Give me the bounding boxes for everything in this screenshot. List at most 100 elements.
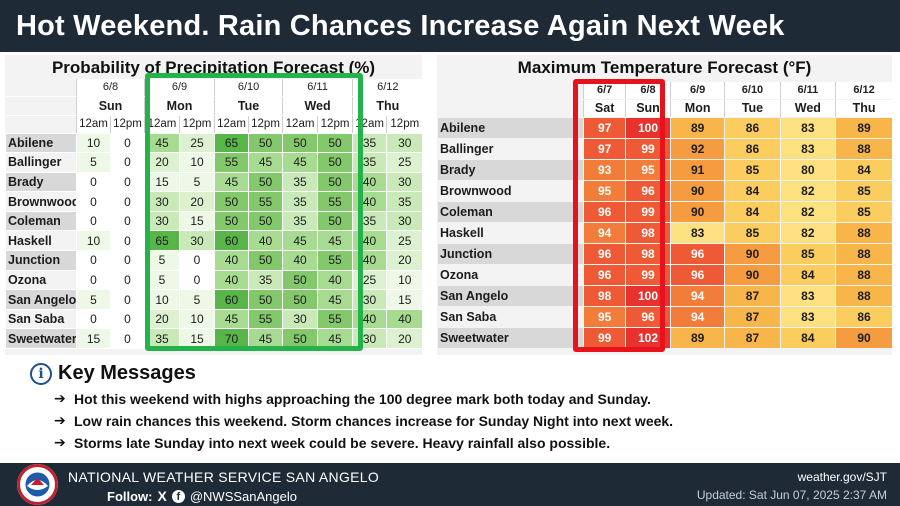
date-header: 6/8: [75, 79, 145, 97]
pop-value: 15: [179, 211, 215, 232]
temp-value: 98: [583, 285, 626, 307]
pop-value: 25: [386, 230, 422, 252]
pop-value: 50: [282, 133, 318, 154]
popf-title: Probability of Precipitation Forecast (%…: [51, 58, 376, 77]
city-name: Brady: [437, 159, 584, 181]
city-name: Ballinger: [437, 138, 584, 160]
temp-value: 86: [724, 117, 781, 139]
pop-value: 15: [179, 328, 215, 350]
temp-value: 87: [724, 306, 781, 328]
website-link[interactable]: weather.gov/SJT: [797, 470, 887, 484]
pop-value: 5: [76, 152, 111, 173]
header-blank: [437, 99, 584, 118]
city-name: San Saba: [5, 309, 77, 330]
pop-value: 50: [214, 191, 249, 212]
pop-value: 30: [144, 191, 180, 212]
pop-value: 50: [248, 133, 283, 154]
city-name: Abilene: [5, 133, 77, 154]
pop-value: 40: [352, 309, 387, 330]
footer-org-name: NATIONAL WEATHER SERVICE SAN ANGELO: [68, 469, 380, 485]
pop-value: 50: [317, 152, 353, 173]
temp-value: 94: [669, 306, 725, 328]
updated-timestamp: Updated: Sat Jun 07, 2025 2:37 AM: [696, 488, 887, 502]
temp-value: 88: [835, 264, 892, 286]
pop-value: 45: [214, 172, 249, 193]
pop-value: 5: [76, 289, 111, 310]
table-row: Sweetwater 99 102 89 87 84 90: [437, 327, 892, 349]
pop-value: 60: [214, 289, 249, 310]
key-message-item: ➔ Hot this weekend with highs approachin…: [54, 390, 890, 407]
temp-value: 95: [583, 306, 626, 328]
temp-value: 91: [669, 159, 725, 181]
table-row: Haskell 10 0 65 30 60 40 45 45 40 25: [5, 230, 422, 252]
pop-value: 40: [214, 250, 249, 271]
table-row: Junction 0 0 5 0 40 50 40 55 40 20: [5, 250, 422, 271]
day-header: Wed: [779, 99, 836, 118]
pop-value: 35: [144, 328, 180, 350]
city-name: Coleman: [5, 211, 77, 232]
key-message-text: Low rain chances this weekend. Storm cha…: [74, 412, 674, 429]
pop-value: 30: [352, 328, 387, 350]
temp-value: 97: [583, 138, 626, 160]
date-header: 6/9: [144, 79, 215, 97]
pop-value: 30: [352, 289, 387, 310]
pop-value: 55: [248, 309, 283, 330]
city-name: Abilene: [437, 117, 584, 139]
temp-value: 100: [625, 117, 671, 139]
table-row: Ozona 0 0 5 0 40 35 50 40 25 10: [5, 270, 422, 291]
pop-value: 10: [386, 270, 422, 291]
pop-value: 50: [214, 211, 249, 232]
key-messages: i Key Messages ➔ Hot this weekend with h…: [30, 362, 890, 451]
pop-value: 0: [109, 250, 145, 271]
city-name: Coleman: [437, 201, 584, 223]
pop-value: 0: [76, 211, 111, 232]
day-header: Mon: [144, 96, 215, 116]
pop-value: 5: [144, 270, 180, 291]
pop-value: 50: [282, 270, 318, 291]
pop-value: 35: [248, 270, 283, 291]
arrow-right-icon: ➔: [54, 412, 66, 428]
time-header: 12pm: [248, 115, 283, 134]
time-header: 12pm: [179, 115, 215, 134]
pop-value: 40: [352, 172, 387, 193]
pop-value: 20: [144, 152, 180, 173]
pop-value: 0: [179, 250, 215, 271]
city-name: San Saba: [437, 306, 584, 328]
pop-value: 5: [179, 289, 215, 310]
city-name: Haskell: [437, 222, 584, 244]
temp-value: 83: [779, 306, 836, 328]
temp-value: 90: [835, 327, 892, 349]
pop-value: 5: [144, 250, 180, 271]
temp-value: 88: [835, 285, 892, 307]
pop-value: 0: [109, 328, 145, 350]
facebook-icon[interactable]: f: [171, 489, 185, 503]
temp-value: 93: [583, 159, 626, 181]
temp-value: 84: [835, 159, 892, 181]
day-header: Thu: [352, 96, 422, 116]
temp-value: 97: [583, 117, 626, 139]
temp-value: 82: [779, 201, 836, 223]
temp-value: 86: [724, 138, 781, 160]
pop-value: 45: [317, 230, 353, 252]
page-title-bar: Hot Weekend. Rain Chances Increase Again…: [0, 0, 900, 52]
pop-value: 50: [248, 250, 283, 271]
social-handle[interactable]: @NWSSanAngelo: [189, 488, 297, 504]
temp-value: 88: [835, 243, 892, 265]
pop-value: 50: [317, 172, 353, 193]
temp-value: 89: [669, 117, 725, 139]
time-header: 12am: [282, 115, 318, 134]
x-social-icon[interactable]: X: [157, 488, 167, 504]
temp-value: 84: [724, 201, 781, 223]
temp-value: 85: [724, 222, 781, 244]
key-messages-heading: i Key Messages: [30, 362, 890, 385]
table-row: Brady 0 0 15 5 45 50 35 50 40 30: [5, 172, 422, 193]
pop-value: 35: [282, 172, 318, 193]
popf-panel: Probability of Precipitation Forecast (%…: [5, 55, 422, 355]
pop-value: 20: [144, 309, 180, 330]
pop-value: 10: [179, 309, 215, 330]
header-blank: [437, 82, 584, 100]
pop-value: 55: [317, 191, 353, 212]
temp-value: 96: [583, 264, 626, 286]
temp-value: 85: [724, 159, 781, 181]
city-name: Brownwood: [437, 180, 584, 202]
